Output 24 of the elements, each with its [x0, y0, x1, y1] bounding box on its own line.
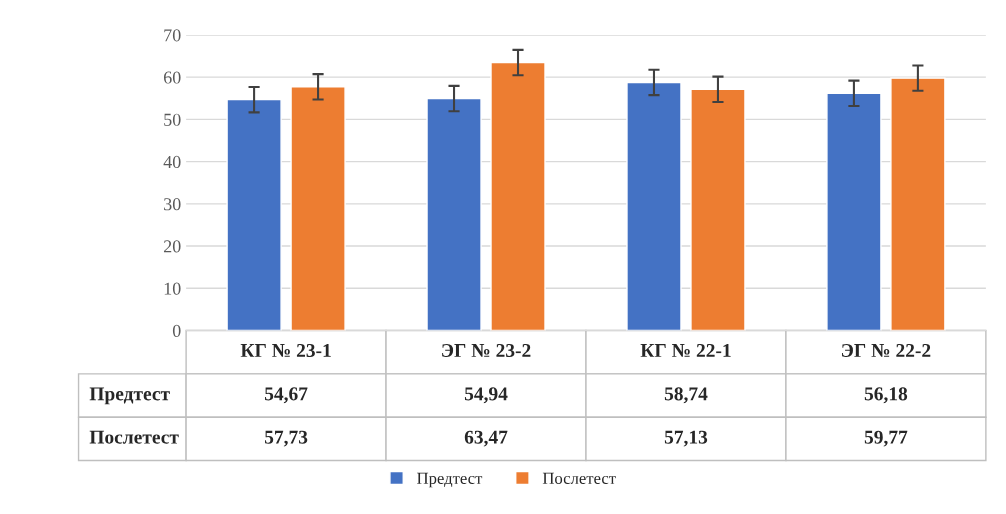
data-label: 54,94 — [464, 387, 508, 404]
data-label: 54,67 — [264, 387, 308, 404]
text: Предтест — [89, 387, 170, 405]
y-tick-label: 30 — [164, 198, 181, 211]
legend-label: Предтест — [417, 472, 483, 488]
y-tick-label: 40 — [163, 155, 181, 169]
text: Послетест — [89, 430, 179, 444]
y-tick-label: 20 — [163, 240, 181, 253]
y-tick-label: 70 — [164, 29, 181, 42]
x-tick-label: КГ № 23-1 — [240, 343, 331, 358]
x-tick-label: ЭГ № 23-2 — [442, 343, 531, 358]
data-label: 59,77 — [864, 430, 908, 447]
x-tick-label: ЭГ № 22-2 — [842, 343, 931, 358]
data-label: 63,47 — [464, 430, 508, 447]
data-label: 57,13 — [664, 430, 708, 447]
legend-label: Послетест — [542, 472, 616, 484]
data-label: 57,73 — [264, 430, 308, 447]
y-tick-label: 10 — [164, 282, 181, 295]
x-tick-label: КГ № 22-1 — [640, 343, 731, 357]
y-tick-label: 60 — [163, 71, 181, 84]
y-tick-label: 0 — [172, 324, 181, 337]
data-label: 56,18 — [864, 387, 908, 404]
data-label: 58,74 — [664, 387, 708, 404]
y-tick-label: 50 — [164, 113, 181, 126]
